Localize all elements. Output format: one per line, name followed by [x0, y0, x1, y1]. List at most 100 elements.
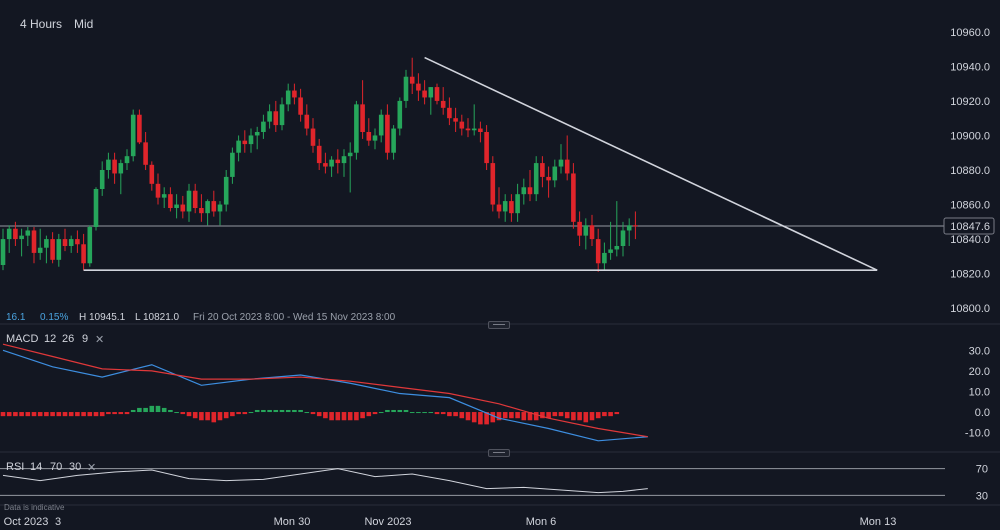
macd-histogram-bar: [360, 412, 365, 419]
change-value: 16.1: [6, 312, 26, 323]
candle: [409, 76, 415, 84]
macd-histogram-bar: [583, 412, 589, 423]
pane-divider-rsi[interactable]: [488, 449, 510, 457]
macd-histogram-bar: [546, 412, 551, 419]
candle: [595, 239, 601, 264]
macd-histogram-bar: [521, 412, 527, 421]
macd-histogram-bar: [192, 412, 198, 419]
macd-histogram-bar: [99, 412, 105, 417]
macd-histogram-bar: [168, 409, 173, 413]
macd-histogram-bar: [254, 409, 260, 413]
candle: [192, 190, 198, 208]
macd-histogram-bar: [366, 412, 372, 417]
macd-histogram-bar: [68, 412, 74, 417]
candle: [416, 83, 421, 91]
candle: [341, 156, 347, 164]
candle: [626, 225, 632, 231]
macd-histogram-bar: [509, 412, 514, 419]
price-tick-label: 10840.0: [950, 234, 990, 246]
candle: [0, 239, 6, 265]
macd-histogram-bar: [614, 412, 620, 415]
macd-histogram-bar: [552, 412, 558, 417]
macd-histogram-bar: [62, 412, 68, 417]
candle: [329, 159, 334, 167]
macd-series-line: [2, 349, 648, 442]
macd-histogram-bar: [403, 409, 409, 413]
candle: [564, 159, 570, 174]
candle: [403, 76, 409, 101]
candle: [372, 135, 378, 141]
price-type-button[interactable]: Mid: [74, 17, 94, 31]
candle: [316, 145, 322, 164]
macd-label: MACD: [6, 333, 39, 345]
macd-histogram-bar: [130, 409, 136, 413]
low-value: L 10821.0: [135, 312, 180, 323]
candle: [130, 114, 136, 157]
macd-histogram-bar: [310, 412, 316, 415]
candle: [440, 100, 446, 108]
candle: [161, 194, 167, 198]
candle: [75, 239, 80, 245]
macd-histogram-bar: [453, 412, 458, 417]
pane-divider-macd[interactable]: [488, 321, 510, 329]
rsi-tick-label: 70: [976, 464, 988, 476]
time-axis-label: Mon 30: [274, 516, 311, 528]
time-axis-label: 3: [55, 516, 61, 528]
candle: [620, 230, 626, 246]
macd-histogram-bar: [478, 412, 483, 425]
macd-histogram-bar: [285, 409, 291, 413]
candle: [323, 163, 328, 167]
macd-histogram-bar: [223, 412, 229, 419]
macd-histogram-bar: [397, 409, 403, 413]
macd-histogram-bar: [261, 409, 266, 413]
candle: [106, 159, 111, 170]
macd-histogram-bar: [112, 412, 117, 415]
candle: [6, 228, 12, 240]
candle: [608, 249, 613, 253]
macd-histogram-bar: [93, 412, 99, 417]
macd-histogram-bar: [416, 412, 421, 414]
candle: [354, 104, 359, 153]
macd-histogram-bar: [0, 412, 6, 417]
macd-histogram-bar: [292, 409, 297, 413]
candle: [484, 132, 489, 164]
macd-histogram-bar: [571, 412, 576, 421]
candle: [298, 97, 303, 115]
high-value: H 10945.1: [79, 312, 126, 323]
macd-close-icon[interactable]: ✕: [95, 334, 105, 346]
macd-histogram-bar: [149, 405, 155, 413]
macd-tick-label: -10.0: [965, 428, 990, 440]
macd-histogram-bar: [248, 412, 254, 414]
candle: [143, 142, 148, 165]
candle: [602, 252, 607, 264]
rsi-close-icon[interactable]: ✕: [87, 462, 97, 474]
macd-histogram-bar: [608, 412, 613, 417]
candle: [273, 111, 279, 126]
timeframe-button[interactable]: 4 Hours: [20, 17, 63, 31]
macd-param-slow: 26: [62, 333, 75, 345]
macd-histogram-bar: [354, 412, 359, 421]
macd-histogram-bar: [564, 412, 570, 419]
candle: [285, 90, 291, 105]
candle: [310, 128, 316, 146]
macd-histogram-bar: [335, 412, 341, 421]
current-price-label: 10847.6: [950, 221, 990, 233]
candle: [558, 159, 564, 167]
candle: [236, 140, 241, 153]
time-axis-label: Nov 2023: [364, 516, 411, 528]
price-tick-label: 10820.0: [950, 269, 990, 281]
macd-histogram-bar: [37, 412, 43, 417]
macd-histogram-bar: [124, 412, 130, 415]
candle: [540, 163, 545, 177]
macd-histogram-bar: [496, 412, 502, 421]
macd-histogram-bar: [391, 409, 396, 413]
macd-histogram-bar: [304, 412, 310, 414]
macd-histogram-bar: [106, 412, 111, 415]
time-axis-label: Oct 2023: [4, 516, 49, 528]
candle: [434, 87, 440, 101]
macd-histogram-bar: [236, 412, 241, 415]
macd-param-signal: 9: [82, 333, 89, 345]
macd-histogram-bar: [323, 412, 328, 419]
macd-histogram-bar: [186, 412, 192, 417]
candle: [19, 235, 24, 240]
